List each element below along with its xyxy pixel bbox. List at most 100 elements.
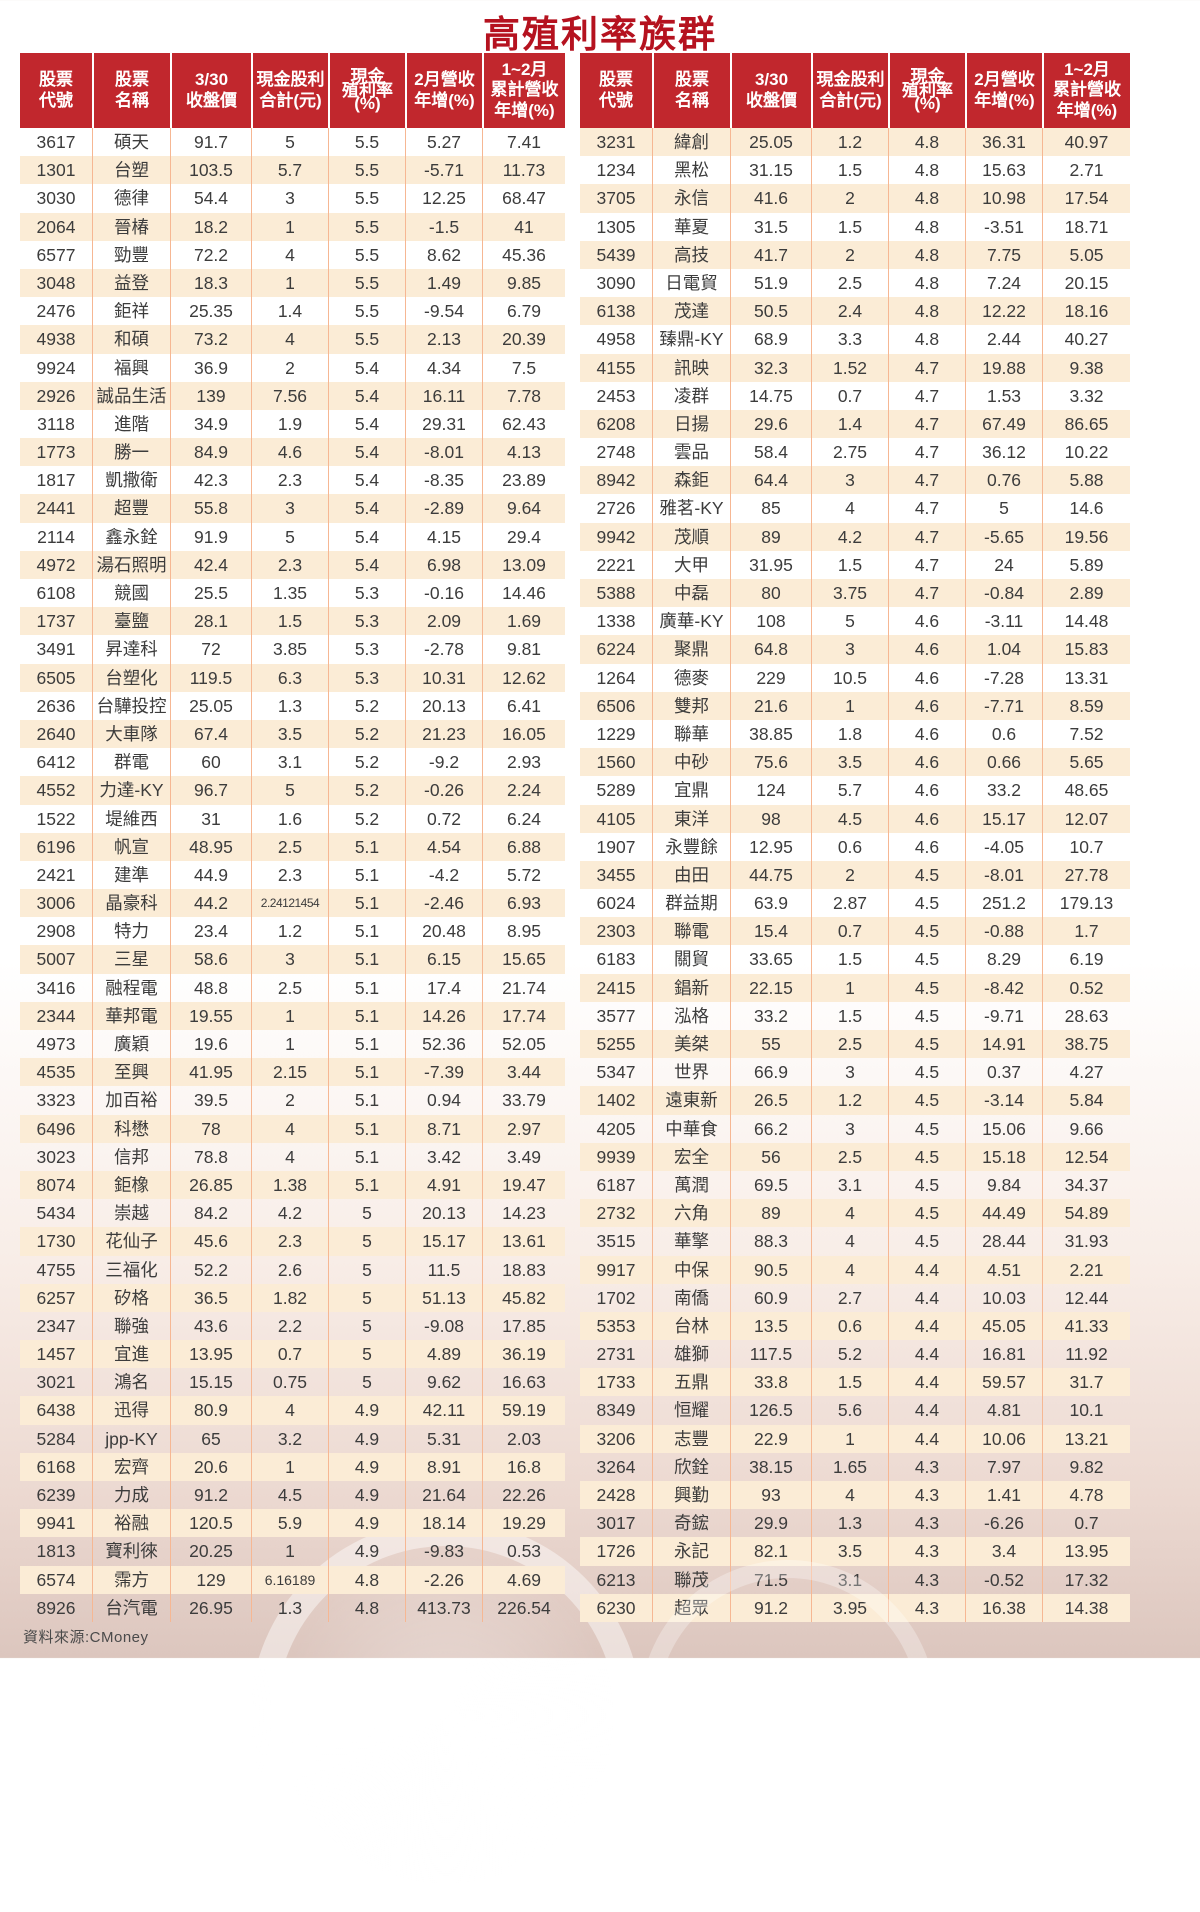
cell-feb-yoy: 9.62 [405, 1368, 482, 1397]
cell-code: 2421 [36, 864, 76, 885]
cell-price: 36.5 [170, 1283, 251, 1312]
cell-yield: 5.5 [328, 212, 405, 241]
table-row: 5353 台林 13.5 0.6 4.4 45.05 41.33 [580, 1311, 1130, 1341]
cell-cum-yoy: 18.71 [1042, 212, 1130, 241]
cell-name: 訊映 [652, 353, 730, 382]
table-row: 8926 台汽電 26.95 1.3 4.8 413.73 226.54 [20, 1593, 565, 1622]
cell-feb-yoy: 11.5 [405, 1255, 482, 1284]
cell-price: 50.5 [730, 297, 811, 326]
cell-feb-yoy: -1.5 [405, 212, 482, 241]
cell-feb-yoy: 21.23 [405, 719, 482, 749]
table-row: 3577 泓格 33.2 1.5 4.5 -9.71 28.63 [580, 1001, 1130, 1030]
cell-code: 1730 [36, 1231, 76, 1252]
cell-cum-yoy: 31.7 [1042, 1368, 1130, 1397]
cell-price: 66.9 [730, 1058, 811, 1087]
cell-code: 1264 [596, 667, 636, 688]
cell-name: 日揚 [652, 409, 730, 439]
cell-cum-yoy: 0.52 [1042, 973, 1130, 1002]
cell-yield: 4.7 [888, 409, 965, 439]
cell-dividend: 1.3 [251, 1593, 328, 1622]
cell-yield: 4.5 [888, 1058, 965, 1087]
table-row: 3231 緯創 25.05 1.2 4.8 36.31 40.97 [580, 128, 1130, 157]
table-row: 9939 宏全 56 2.5 4.5 15.18 12.54 [580, 1142, 1130, 1171]
cell-price: 33.65 [730, 945, 811, 974]
cell-yield: 4.9 [328, 1396, 405, 1425]
cell-cum-yoy: 0.7 [1042, 1509, 1130, 1538]
table-row: 3021 鴻名 15.15 0.75 5 9.62 16.63 [20, 1368, 565, 1397]
cell-price: 48.8 [170, 973, 251, 1002]
cell-cum-yoy: 22.26 [482, 1481, 565, 1510]
cell-cum-yoy: 2.21 [1042, 1255, 1130, 1284]
cell-name: 廣華-KY [652, 607, 730, 636]
cell-price: 36.9 [170, 353, 251, 382]
cell-dividend: 2.5 [811, 1142, 888, 1171]
cell-code: 2476 [36, 301, 76, 322]
cell-yield: 5.1 [328, 945, 405, 974]
table-row: 1402 遠東新 26.5 1.2 4.5 -3.14 5.84 [580, 1086, 1130, 1115]
cell-code: 3006 [36, 893, 76, 914]
cell-dividend: 3.1 [811, 1565, 888, 1594]
cell-yield: 4.7 [888, 522, 965, 551]
cell-yield: 4.6 [888, 748, 965, 777]
cell-name: 加百裕 [92, 1086, 170, 1115]
cell-feb-yoy: -8.42 [965, 973, 1042, 1002]
cell-code: 9924 [36, 357, 76, 378]
cell-cum-yoy: 14.46 [482, 579, 565, 608]
table-row: 5347 世界 66.9 3 4.5 0.37 4.27 [580, 1058, 1130, 1087]
cell-feb-yoy: 0.94 [405, 1086, 482, 1115]
table-row: 8074 鉅橡 26.85 1.38 5.1 4.91 19.47 [20, 1170, 565, 1200]
table-row: 1907 永豐餘 12.95 0.6 4.6 -4.05 10.7 [580, 832, 1130, 861]
cell-feb-yoy: 8.71 [405, 1114, 482, 1143]
table-row: 6024 群益期 63.9 2.87 4.5 251.2 179.13 [580, 889, 1130, 918]
cell-name: 中華食 [652, 1114, 730, 1143]
cell-yield: 4.6 [888, 635, 965, 664]
table-row: 6412 群電 60 3.1 5.2 -9.2 2.93 [20, 748, 565, 777]
cell-code: 4205 [596, 1118, 636, 1139]
cell-cum-yoy: 62.43 [482, 409, 565, 439]
cell-code: 1234 [596, 160, 636, 181]
cell-code: 3416 [36, 977, 76, 998]
cell-name: 堤維西 [92, 804, 170, 833]
cell-yield: 5.4 [328, 438, 405, 467]
cell-dividend: 1.9 [251, 409, 328, 439]
table-row: 9941 裕融 120.5 5.9 4.9 18.14 19.29 [20, 1509, 565, 1538]
table-row: 2421 建準 44.9 2.3 5.1 -4.2 5.72 [20, 860, 565, 890]
table-row: 6196 帆宣 48.95 2.5 5.1 4.54 6.88 [20, 832, 565, 861]
cell-code: 2441 [36, 498, 76, 519]
cell-yield: 5 [328, 1311, 405, 1341]
table-row: 2428 興勤 93 4 4.3 1.41 4.78 [580, 1481, 1130, 1510]
cell-feb-yoy: -3.11 [965, 607, 1042, 636]
cell-yield: 5.5 [328, 240, 405, 269]
cell-price: 38.85 [730, 719, 811, 749]
cell-dividend: 4 [811, 1199, 888, 1228]
cell-cum-yoy: 18.16 [1042, 297, 1130, 326]
table-row: 2636 台驊投控 25.05 1.3 5.2 20.13 6.41 [20, 691, 565, 720]
cell-dividend: 4.2 [251, 1199, 328, 1228]
cell-cum-yoy: 12.62 [482, 663, 565, 692]
cell-feb-yoy: 9.84 [965, 1170, 1042, 1200]
cell-cum-yoy: 2.93 [482, 748, 565, 777]
cell-yield: 4.7 [888, 466, 965, 495]
cell-price: 103.5 [170, 156, 251, 185]
cell-feb-yoy: 17.4 [405, 973, 482, 1002]
stock-table-left: 股票 代號 股票 名稱 3/30 收盤價 現金股利 合計(元) 現金 殖利率 (%) 2月營收 年增(%… [20, 53, 565, 1622]
cell-code: 2428 [596, 1485, 636, 1505]
cell-name: 聯茂 [652, 1565, 730, 1594]
cell-code: 1560 [596, 752, 636, 773]
cell-dividend: 0.7 [811, 917, 888, 946]
cell-cum-yoy: 5.65 [1042, 748, 1130, 777]
cell-code: 6224 [596, 639, 636, 660]
column-header-name: 股票 名稱 [652, 53, 730, 128]
cell-dividend: 5.2 [811, 1340, 888, 1369]
cell-cum-yoy: 1.7 [1042, 917, 1130, 946]
cell-cum-yoy: 13.31 [1042, 663, 1130, 692]
cell-feb-yoy: 2.13 [405, 325, 482, 354]
table-row: 1522 堤維西 31 1.6 5.2 0.72 6.24 [20, 804, 565, 833]
cell-dividend: 5.7 [811, 776, 888, 805]
cell-feb-yoy: 3.42 [405, 1142, 482, 1171]
cell-yield: 5.2 [328, 804, 405, 833]
cell-feb-yoy: -0.26 [405, 776, 482, 805]
table-row: 2114 鑫永銓 91.9 5 5.4 4.15 29.4 [20, 522, 565, 551]
cell-cum-yoy: 2.89 [1042, 579, 1130, 608]
table-header-row: 股票 代號 股票 名稱 3/30 收盤價 現金股利 合計(元) 現金 殖利率 (%) 2月營收 年增(%… [580, 53, 1130, 128]
